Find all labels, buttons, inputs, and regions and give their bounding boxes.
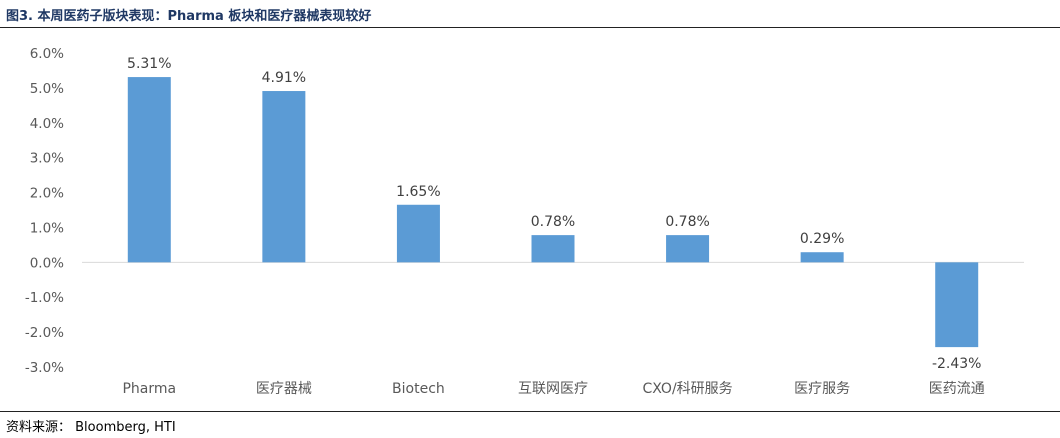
bar (800, 252, 844, 263)
category-label: 互联网医疗 (518, 381, 588, 397)
y-tick-label: -1.0% (25, 290, 64, 306)
category-label: 医疗服务 (794, 381, 850, 397)
category-label: CXO/科研服务 (642, 381, 732, 397)
data-label: 0.29% (800, 231, 844, 247)
data-label: 4.91% (262, 70, 306, 86)
bottom-rule (0, 411, 1060, 412)
category-label: 医疗器械 (256, 381, 312, 397)
data-label: 1.65% (396, 184, 440, 200)
y-tick-label: -3.0% (25, 360, 64, 376)
bar (531, 235, 575, 263)
source-note: 资料来源： Bloomberg, HTI (6, 420, 176, 435)
bar (396, 204, 440, 263)
category-label: 医药流通 (929, 381, 985, 397)
bar (935, 262, 979, 348)
category-label: Pharma (122, 381, 176, 397)
figure-title: 图3. 本周医药子版块表现：Pharma 板块和医疗器械表现较好 (6, 9, 372, 24)
category-label: Biotech (392, 381, 445, 397)
data-label: -2.43% (932, 356, 982, 372)
y-tick-label: -2.0% (25, 325, 64, 341)
y-tick-label: 1.0% (30, 220, 64, 236)
data-label: 0.78% (531, 214, 575, 230)
y-tick-label: 3.0% (30, 151, 64, 167)
y-tick-label: 6.0% (30, 46, 64, 62)
bar (262, 91, 306, 263)
data-label: 0.78% (665, 214, 709, 230)
data-label: 5.31% (127, 56, 171, 72)
bar (127, 77, 171, 263)
bar-chart: 6.0% 5.0% 4.0% 3.0% 2.0% 1.0% 0.0% -1.0% -2.0% -3… (25, 46, 1024, 397)
y-tick-label: 5.0% (30, 81, 64, 97)
y-tick-label: 2.0% (30, 186, 64, 202)
bar (666, 235, 710, 263)
y-tick-label: 4.0% (30, 116, 64, 132)
top-rule (0, 27, 1060, 28)
y-tick-label: 0.0% (30, 255, 64, 271)
